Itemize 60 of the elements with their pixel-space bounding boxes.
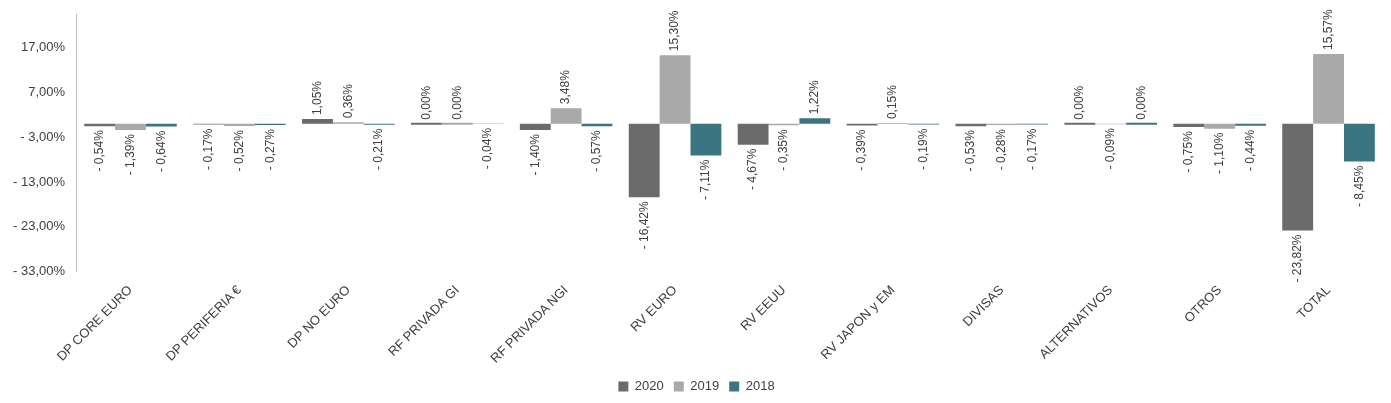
data-label: - 0,57% [589,129,604,172]
data-label: - 0,54% [91,129,106,172]
data-label: - 0,19% [916,128,931,170]
data-label: - 0,53% [963,129,978,172]
legend-label: 2020 [634,378,664,394]
data-label: 0,15% [885,84,900,120]
y-tick-label: 17,00% [20,39,66,55]
data-label: - 1,40% [527,133,542,176]
legend-label: 2019 [690,378,720,394]
bar [302,119,333,124]
bar [1204,123,1236,129]
data-label: - 0,09% [1103,127,1118,170]
y-tick-label: 7,00% [28,83,66,99]
data-label: - 0,44% [1242,129,1257,172]
data-label: 3,48% [558,69,573,105]
data-label: - 0,39% [854,129,869,171]
data-label: 0,00% [1072,85,1087,120]
data-label: 15,30% [667,10,682,52]
bar [628,123,660,198]
y-tick-label: - 13,00% [12,173,66,189]
data-label: 0,36% [340,83,355,119]
bar [1343,123,1375,162]
y-tick-label: - 3,00% [20,128,66,144]
data-label: - 23,82% [1290,234,1304,283]
data-label: - 0,52% [231,129,246,172]
data-label: 0,00% [418,85,433,120]
data-label: - 0,64% [153,130,168,172]
data-label: 1,05% [309,80,324,116]
data-label: - 0,17% [1024,128,1039,170]
data-label: - 0,04% [480,127,495,170]
y-tick-label: - 23,00% [12,218,66,234]
data-label: - 0,17% [200,128,215,170]
bar [1126,122,1157,125]
data-label: 1,22% [807,79,822,115]
bar [737,123,769,145]
data-label: - 0,21% [371,128,386,171]
data-label: - 0,35% [776,129,791,171]
bar [115,123,146,130]
bar [550,108,582,124]
data-label: - 8,45% [1351,165,1366,207]
data-label: 0,00% [449,85,464,120]
bar [1313,54,1344,124]
data-label: - 0,75% [1181,130,1196,173]
data-label: - 4,67% [745,148,760,191]
bar [519,123,551,131]
legend-label: 2018 [745,378,775,394]
bar [690,123,722,156]
bar [1282,123,1314,231]
data-label: - 16,42% [636,200,651,250]
data-label: - 0,27% [262,128,277,171]
bar [659,55,691,124]
data-label: - 1,10% [1211,132,1226,175]
bar [145,123,177,127]
data-label: - 0,28% [994,128,1009,171]
y-tick-label: - 33,00% [12,263,66,279]
data-label: - 1,39% [122,133,137,176]
data-label: - 7,11% [698,159,713,201]
bar [799,118,831,124]
data-label: 0,00% [1133,85,1148,120]
data-label: 15,57% [1320,8,1335,51]
